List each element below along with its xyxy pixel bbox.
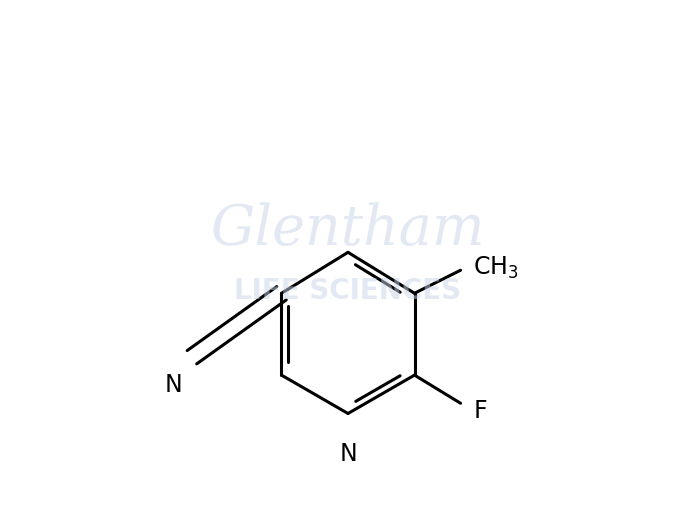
Text: F: F — [473, 399, 487, 423]
Text: Glentham: Glentham — [211, 202, 485, 257]
Text: CH$_3$: CH$_3$ — [473, 255, 519, 281]
Text: LIFE SCIENCES: LIFE SCIENCES — [235, 277, 461, 305]
Text: N: N — [339, 443, 357, 466]
Text: N: N — [164, 373, 182, 397]
